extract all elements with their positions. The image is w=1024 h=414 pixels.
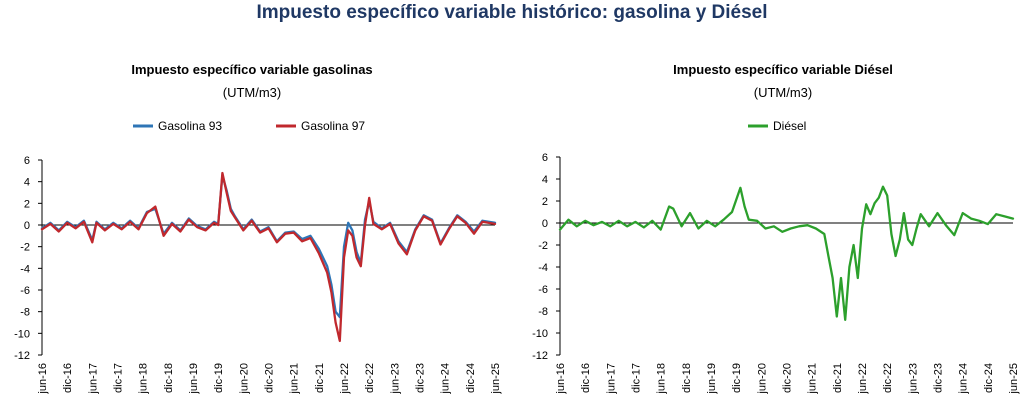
x-tick-label: dic-24 (983, 363, 995, 393)
plot-diesel: 6 4 2 0 -2 -4 -6 -8 -10 -12 jun-16 dic-16 jun-17 dic-… (532, 152, 1020, 395)
x-tick-label: jun-24 (958, 363, 970, 395)
y-tick-label: 0 (24, 220, 30, 232)
x-tick-label: dic-23 (415, 363, 427, 393)
x-tick-label: dic-22 (882, 363, 894, 393)
chart-title-gasolinas: Impuesto específico variable gasolinas (131, 62, 372, 77)
x-tick-label: dic-20 (782, 363, 794, 393)
y-tick-label: 4 (24, 177, 30, 189)
x-tick-label: jun-17 (605, 363, 617, 395)
series-line-di-sel (558, 185, 1015, 321)
chart-title-diesel: Impuesto específico variable Diésel (673, 62, 893, 77)
x-tick-label: jun-20 (756, 363, 768, 395)
y-tick-label: -12 (532, 350, 548, 362)
y-tick-label: 0 (542, 218, 548, 230)
y-tick-label: -8 (20, 307, 30, 319)
y-tick-label: -8 (538, 306, 548, 318)
x-tick-label: dic-19 (731, 363, 743, 393)
x-tick-label: dic-20 (264, 363, 276, 393)
y-tick-label: -6 (20, 285, 30, 297)
x-tick-label: dic-17 (631, 363, 643, 393)
y-tick-label: -10 (532, 328, 548, 340)
y-tick-label: 2 (24, 198, 30, 210)
x-tick-label: dic-17 (113, 363, 125, 393)
series-line-gasolina-97 (40, 171, 497, 343)
x-tick-label: dic-21 (832, 363, 844, 393)
x-tick-label: jun-23 (389, 363, 401, 395)
x-tick-label: jun-22 (339, 363, 351, 395)
y-tick-label: -6 (538, 284, 548, 296)
x-tick-label: jun-24 (440, 363, 452, 395)
x-tick-label: jun-20 (238, 363, 250, 395)
x-tick-label: jun-21 (807, 363, 819, 395)
y-tick-label: -2 (538, 240, 548, 252)
x-tick-label: jun-16 (37, 363, 49, 395)
x-tick-label: jun-16 (555, 363, 567, 395)
x-tick-label: jun-17 (87, 363, 99, 395)
chart-subtitle-diesel: (UTM/m3) (754, 85, 813, 100)
x-tick-label: jun-23 (907, 363, 919, 395)
y-tick-label: -10 (14, 328, 30, 340)
y-tick-label: 6 (542, 152, 548, 164)
x-tick-label: dic-18 (681, 363, 693, 393)
x-tick-label: jun-22 (857, 363, 869, 395)
legend-label-gasolina93: Gasolina 93 (158, 119, 222, 133)
x-tick-label: dic-16 (62, 363, 74, 393)
plot-gasolinas: 6 4 2 0 -2 -4 -6 -8 -10 -12 jun-16 dic-16 jun-17 dic-… (14, 155, 502, 395)
x-tick-label: dic-22 (364, 363, 376, 393)
x-tick-label: jun-21 (289, 363, 301, 395)
x-tick-label: jun-19 (188, 363, 200, 395)
y-tick-label: -4 (20, 263, 30, 275)
x-tick-label: jun-18 (656, 363, 668, 395)
x-tick-label: jun-25 (1008, 363, 1020, 395)
page-title: Impuesto específico variable histórico: … (256, 2, 768, 23)
legend-label-diesel: Diésel (773, 119, 806, 133)
y-tick-label: -2 (20, 242, 30, 254)
y-tick-label: 2 (542, 196, 548, 208)
y-tick-label: -4 (538, 262, 548, 274)
x-tick-label: dic-24 (465, 363, 477, 393)
legend-label-gasolina97: Gasolina 97 (301, 119, 365, 133)
chart-subtitle-gasolinas: (UTM/m3) (223, 85, 282, 100)
x-tick-label: jun-19 (706, 363, 718, 395)
x-tick-label: jun-18 (138, 363, 150, 395)
x-tick-label: dic-18 (163, 363, 175, 393)
series-line-gasolina-93 (40, 174, 497, 319)
x-tick-label: jun-25 (490, 363, 502, 395)
y-tick-label: 4 (542, 174, 548, 186)
x-tick-label: dic-19 (213, 363, 225, 393)
x-tick-label: dic-21 (314, 363, 326, 393)
x-tick-label: dic-23 (933, 363, 945, 393)
y-tick-label: 6 (24, 155, 30, 167)
x-tick-label: dic-16 (580, 363, 592, 393)
y-tick-label: -12 (14, 350, 30, 362)
